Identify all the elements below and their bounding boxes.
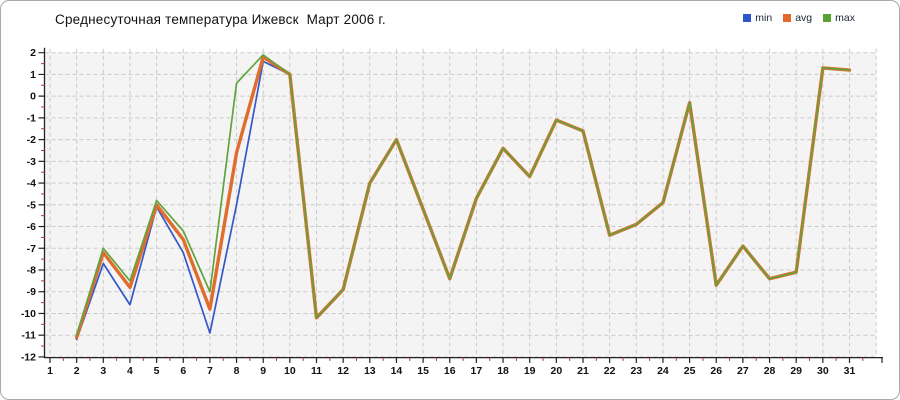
min-series-swatch-icon: [743, 14, 752, 22]
svg-text:18: 18: [497, 365, 509, 377]
svg-text:22: 22: [604, 365, 616, 377]
chart-legend: min avg max: [743, 12, 855, 24]
svg-text:24: 24: [657, 365, 669, 377]
svg-text:27: 27: [737, 365, 749, 377]
svg-text:31: 31: [844, 365, 856, 377]
svg-text:28: 28: [764, 365, 776, 377]
svg-text:11: 11: [311, 365, 322, 377]
svg-text:7: 7: [207, 365, 213, 377]
svg-text:-12: -12: [21, 351, 36, 363]
avg-series-swatch-icon: [783, 14, 792, 22]
legend-item-max[interactable]: max: [823, 12, 855, 24]
svg-text:14: 14: [391, 365, 403, 377]
max-series-swatch-icon: [823, 14, 832, 22]
svg-text:1: 1: [30, 69, 36, 81]
svg-text:10: 10: [284, 365, 296, 377]
svg-text:0: 0: [30, 91, 36, 103]
svg-text:-9: -9: [27, 286, 36, 298]
svg-text:-6: -6: [27, 221, 36, 233]
minor-ticks: [41, 63, 864, 361]
svg-text:-2: -2: [27, 134, 36, 146]
svg-text:-5: -5: [27, 199, 36, 211]
svg-text:2: 2: [30, 47, 36, 59]
svg-text:23: 23: [630, 365, 642, 377]
svg-text:-7: -7: [27, 243, 36, 255]
svg-text:-3: -3: [27, 156, 36, 168]
svg-text:4: 4: [127, 365, 133, 377]
svg-text:9: 9: [260, 365, 266, 377]
svg-text:17: 17: [471, 365, 483, 377]
major-ticks: [38, 52, 883, 363]
svg-text:-8: -8: [27, 265, 36, 277]
svg-text:-10: -10: [21, 308, 36, 320]
svg-text:-1: -1: [27, 112, 36, 124]
svg-text:29: 29: [790, 365, 802, 377]
legend-item-min[interactable]: min: [743, 12, 772, 24]
svg-text:16: 16: [444, 365, 456, 377]
svg-text:6: 6: [180, 365, 186, 377]
svg-text:25: 25: [684, 365, 696, 377]
legend-label-min: min: [755, 12, 773, 24]
svg-text:5: 5: [154, 365, 160, 377]
legend-label-max: max: [835, 12, 855, 24]
svg-text:-11: -11: [21, 330, 36, 342]
chart-title: Среднесуточная температура Ижевск Март 2…: [55, 12, 386, 27]
svg-text:19: 19: [524, 365, 536, 377]
svg-text:15: 15: [417, 365, 429, 377]
tick-labels: 210-1-2-3-4-5-6-7-8-9-10-11-121 2 3 4 5 6 7 8 9 1…: [21, 47, 856, 377]
svg-text:1: 1: [47, 365, 53, 377]
max-series-line: [75, 54, 851, 337]
svg-text:2: 2: [74, 365, 80, 377]
svg-text:3: 3: [100, 365, 106, 377]
svg-text:26: 26: [710, 365, 722, 377]
svg-text:12: 12: [337, 365, 349, 377]
svg-text:13: 13: [364, 365, 376, 377]
legend-item-avg[interactable]: avg: [783, 12, 812, 24]
svg-text:30: 30: [817, 365, 829, 377]
svg-text:21: 21: [577, 365, 589, 377]
svg-text:20: 20: [551, 365, 563, 377]
legend-label-avg: avg: [795, 12, 813, 24]
svg-text:8: 8: [234, 365, 240, 377]
svg-text:-4: -4: [27, 178, 36, 190]
